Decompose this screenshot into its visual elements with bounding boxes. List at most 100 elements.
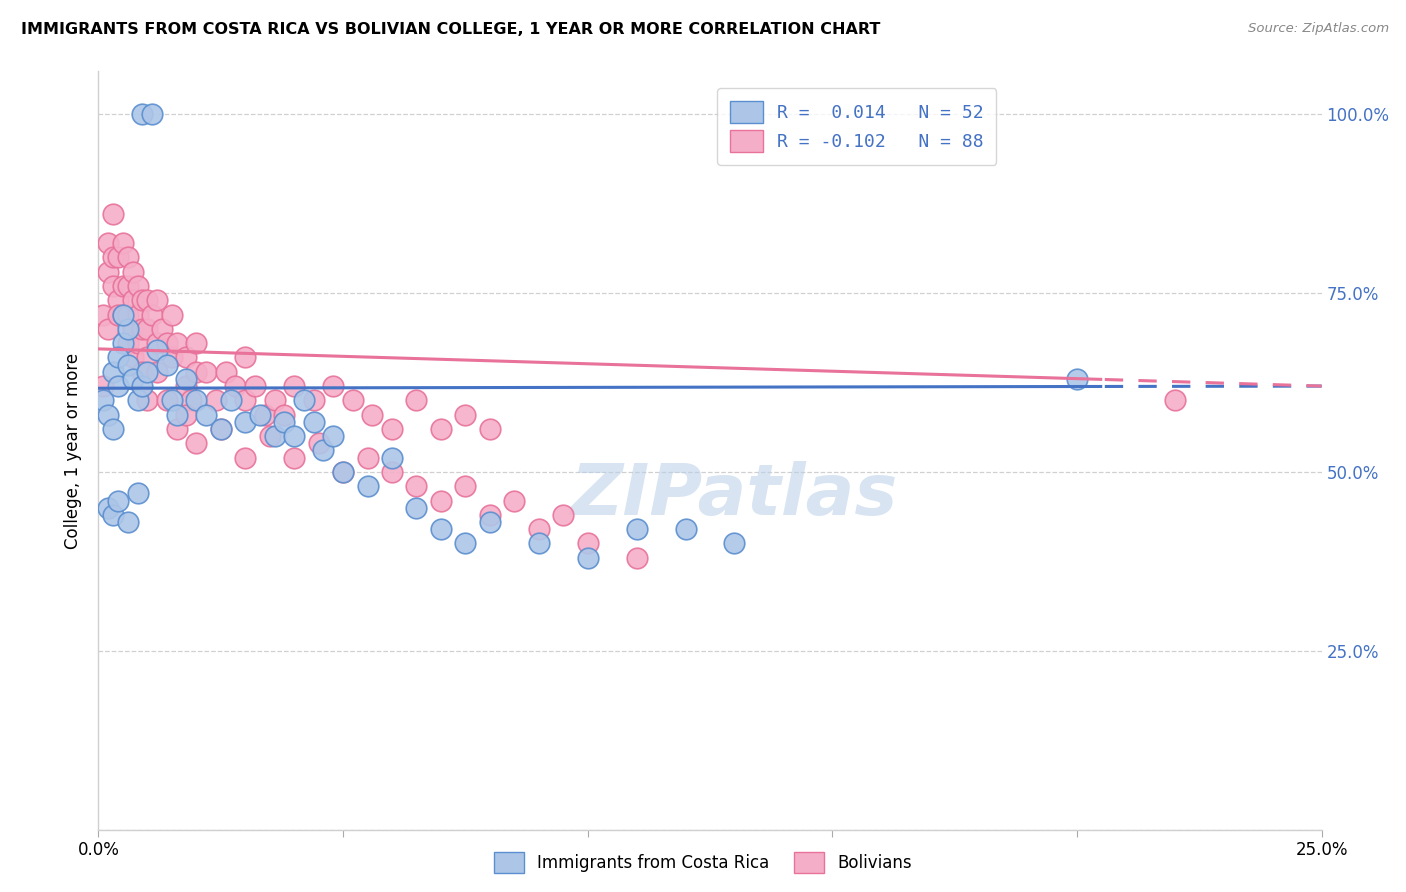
Point: [127, 336, 149, 351]
Point: [322, 379, 344, 393]
Point: [186, 436, 208, 450]
Point: [233, 450, 256, 465]
Point: [626, 522, 648, 536]
Point: [136, 365, 159, 379]
Point: [723, 536, 745, 550]
Point: [141, 308, 163, 322]
Point: [107, 308, 129, 322]
Point: [478, 508, 501, 522]
Point: [1164, 393, 1187, 408]
Point: [454, 479, 477, 493]
Point: [273, 415, 295, 429]
Point: [107, 493, 129, 508]
Point: [91, 308, 114, 322]
Point: [127, 393, 149, 408]
Point: [259, 429, 281, 443]
Point: [117, 279, 139, 293]
Point: [283, 379, 305, 393]
Legend: R =  0.014   N = 52, R = -0.102   N = 88: R = 0.014 N = 52, R = -0.102 N = 88: [717, 88, 997, 164]
Text: ZIPatlas: ZIPatlas: [571, 461, 898, 531]
Point: [136, 393, 159, 408]
Point: [91, 379, 114, 393]
Point: [430, 493, 453, 508]
Point: [180, 393, 202, 408]
Point: [233, 351, 256, 365]
Point: [111, 336, 134, 351]
Point: [361, 408, 384, 422]
Point: [97, 500, 120, 515]
Point: [166, 336, 188, 351]
Point: [405, 393, 427, 408]
Point: [283, 429, 305, 443]
Point: [117, 308, 139, 322]
Point: [127, 279, 149, 293]
Point: [176, 379, 198, 393]
Point: [127, 486, 149, 500]
Point: [97, 265, 120, 279]
Point: [263, 429, 285, 443]
Point: [356, 479, 378, 493]
Point: [503, 493, 526, 508]
Point: [121, 265, 143, 279]
Point: [553, 508, 575, 522]
Point: [91, 393, 114, 408]
Point: [292, 393, 315, 408]
Point: [312, 443, 335, 458]
Point: [101, 279, 124, 293]
Point: [101, 422, 124, 436]
Point: [136, 351, 159, 365]
Point: [160, 393, 183, 408]
Point: [107, 293, 129, 308]
Point: [302, 415, 325, 429]
Point: [249, 408, 271, 422]
Point: [243, 379, 266, 393]
Point: [176, 351, 198, 365]
Point: [224, 379, 246, 393]
Point: [356, 450, 378, 465]
Text: Source: ZipAtlas.com: Source: ZipAtlas.com: [1249, 22, 1389, 36]
Point: [381, 422, 404, 436]
Point: [209, 422, 232, 436]
Point: [322, 429, 344, 443]
Point: [97, 408, 120, 422]
Point: [146, 293, 169, 308]
Point: [405, 479, 427, 493]
Point: [136, 293, 159, 308]
Point: [1066, 372, 1088, 386]
Point: [576, 536, 599, 550]
Point: [150, 322, 173, 336]
Point: [117, 358, 139, 372]
Point: [342, 393, 364, 408]
Point: [205, 393, 228, 408]
Point: [131, 107, 153, 121]
Point: [527, 522, 550, 536]
Point: [219, 393, 242, 408]
Point: [107, 379, 129, 393]
Point: [117, 322, 139, 336]
Point: [117, 250, 139, 264]
Point: [101, 250, 124, 264]
Point: [273, 408, 295, 422]
Point: [381, 450, 404, 465]
Point: [97, 235, 120, 250]
Point: [675, 522, 697, 536]
Point: [176, 372, 198, 386]
Point: [136, 322, 159, 336]
Point: [156, 358, 179, 372]
Point: [527, 536, 550, 550]
Point: [454, 408, 477, 422]
Point: [186, 365, 208, 379]
Point: [146, 336, 169, 351]
Point: [166, 422, 188, 436]
Point: [454, 536, 477, 550]
Point: [233, 393, 256, 408]
Legend: Immigrants from Costa Rica, Bolivians: Immigrants from Costa Rica, Bolivians: [486, 846, 920, 880]
Point: [478, 422, 501, 436]
Point: [117, 336, 139, 351]
Point: [146, 343, 169, 358]
Text: IMMIGRANTS FROM COSTA RICA VS BOLIVIAN COLLEGE, 1 YEAR OR MORE CORRELATION CHART: IMMIGRANTS FROM COSTA RICA VS BOLIVIAN C…: [21, 22, 880, 37]
Point: [233, 415, 256, 429]
Point: [430, 422, 453, 436]
Point: [332, 465, 354, 479]
Point: [141, 107, 163, 121]
